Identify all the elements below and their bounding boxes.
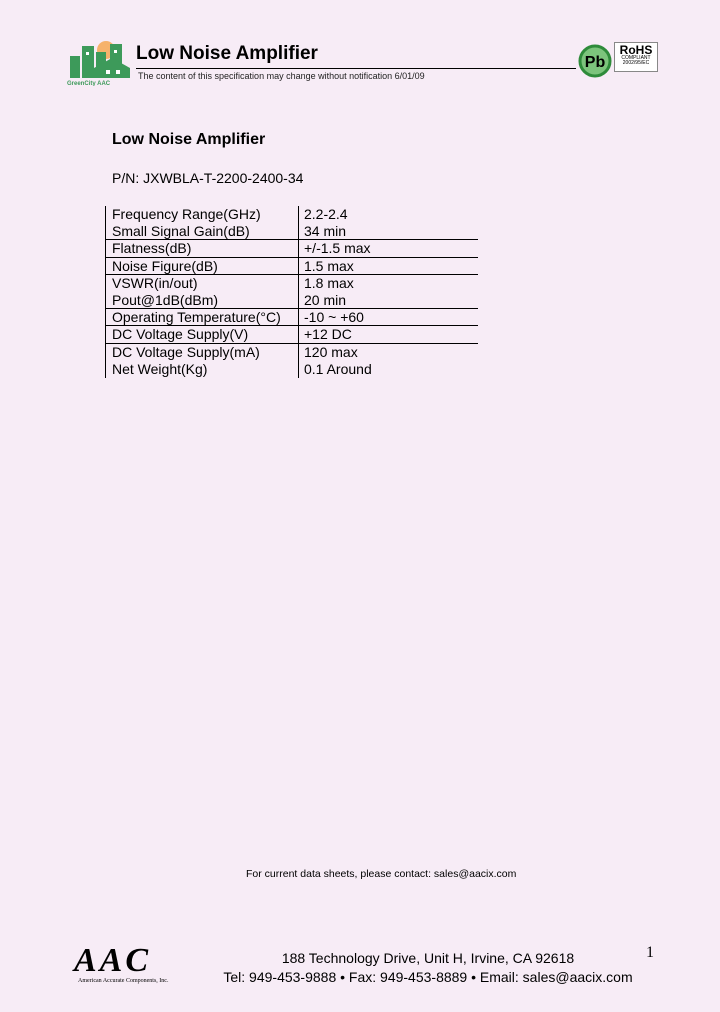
aac-logo-text: AAC (74, 942, 152, 979)
spec-value: 34 min (304, 223, 347, 240)
contact-line: Tel: 949-453-9888 • Fax: 949-453-8889 • … (223, 969, 633, 985)
table-left-border (105, 206, 106, 378)
rohs-title: RoHS (619, 43, 653, 57)
spec-value: 1.8 max (304, 274, 354, 291)
spec-param: Pout@1dB(dBm) (112, 291, 219, 308)
page-number: 1 (646, 944, 654, 961)
spec-table: Frequency Range(GHz) 2.2-2.4 Small Signal … (105, 206, 478, 378)
spec-row: Frequency Range(GHz) 2.2-2.4 (105, 206, 478, 223)
spec-row: Small Signal Gain(dB) 34 min (105, 223, 478, 241)
pb-free-icon: Pb (578, 44, 612, 78)
spec-param: Operating Temperature(°C) (112, 309, 281, 326)
part-number: P/N: JXWBLA-T-2200-2400-34 (112, 170, 304, 186)
spec-param: VSWR(in/out) (112, 274, 198, 291)
spec-row: VSWR(in/out) 1.8 max (105, 275, 478, 292)
footer-address: 188 Technology Drive, Unit H, Irvine, CA… (190, 949, 666, 987)
header-note: The content of this specification may ch… (138, 71, 425, 81)
contact-note: For current data sheets, please contact:… (246, 868, 517, 880)
greencity-logo: GreenCity AAC (66, 38, 132, 87)
spec-param: Frequency Range(GHz) (112, 206, 261, 222)
spec-value: 0.1 Around (304, 360, 372, 377)
spec-value: +/-1.5 max (304, 240, 371, 257)
svg-text:Pb: Pb (585, 54, 606, 71)
spec-param: DC Voltage Supply(V) (112, 326, 249, 343)
spec-value: 1.5 max (304, 257, 354, 274)
spec-row: Net Weight(Kg) 0.1 Around (105, 361, 478, 378)
spec-param: DC Voltage Supply(mA) (112, 343, 260, 360)
rohs-badge: RoHS COMPLIANT 2002/95/EC (614, 42, 658, 72)
spec-row: Operating Temperature(°C) -10 ~ +60 (105, 309, 478, 327)
spec-row: Flatness(dB) +/-1.5 max (105, 240, 478, 258)
spec-param: Small Signal Gain(dB) (112, 223, 250, 240)
table-column-divider (298, 206, 299, 378)
address-line: 188 Technology Drive, Unit H, Irvine, CA… (281, 950, 575, 966)
aac-logo: AAC American Accurate Components, Inc. (74, 944, 186, 988)
aac-logo-subtitle: American Accurate Components, Inc. (78, 978, 169, 984)
spec-value: 20 min (304, 291, 347, 308)
header-title: Low Noise Amplifier (136, 43, 318, 64)
spec-value: 2.2-2.4 (304, 206, 348, 222)
svg-text:GreenCity AAC: GreenCity AAC (67, 81, 111, 86)
spec-row: DC Voltage Supply(V) +12 DC (105, 326, 478, 344)
spec-row: DC Voltage Supply(mA) 120 max (105, 344, 478, 361)
spec-param: Flatness(dB) (112, 240, 192, 257)
spec-row: Noise Figure(dB) 1.5 max (105, 258, 478, 275)
spec-row: Pout@1dB(dBm) 20 min (105, 291, 478, 310)
spec-value: 120 max (304, 343, 358, 360)
spec-value: +12 DC (304, 326, 352, 343)
doc-title: Low Noise Amplifier (112, 131, 266, 148)
rohs-line2: 2002/95/EC (622, 60, 650, 66)
rohs-line1: COMPLIANT (621, 55, 651, 61)
spec-param: Net Weight(Kg) (112, 360, 208, 377)
header-divider (136, 68, 576, 69)
spec-param: Noise Figure(dB) (112, 257, 218, 274)
spec-value: -10 ~ +60 (304, 309, 364, 326)
